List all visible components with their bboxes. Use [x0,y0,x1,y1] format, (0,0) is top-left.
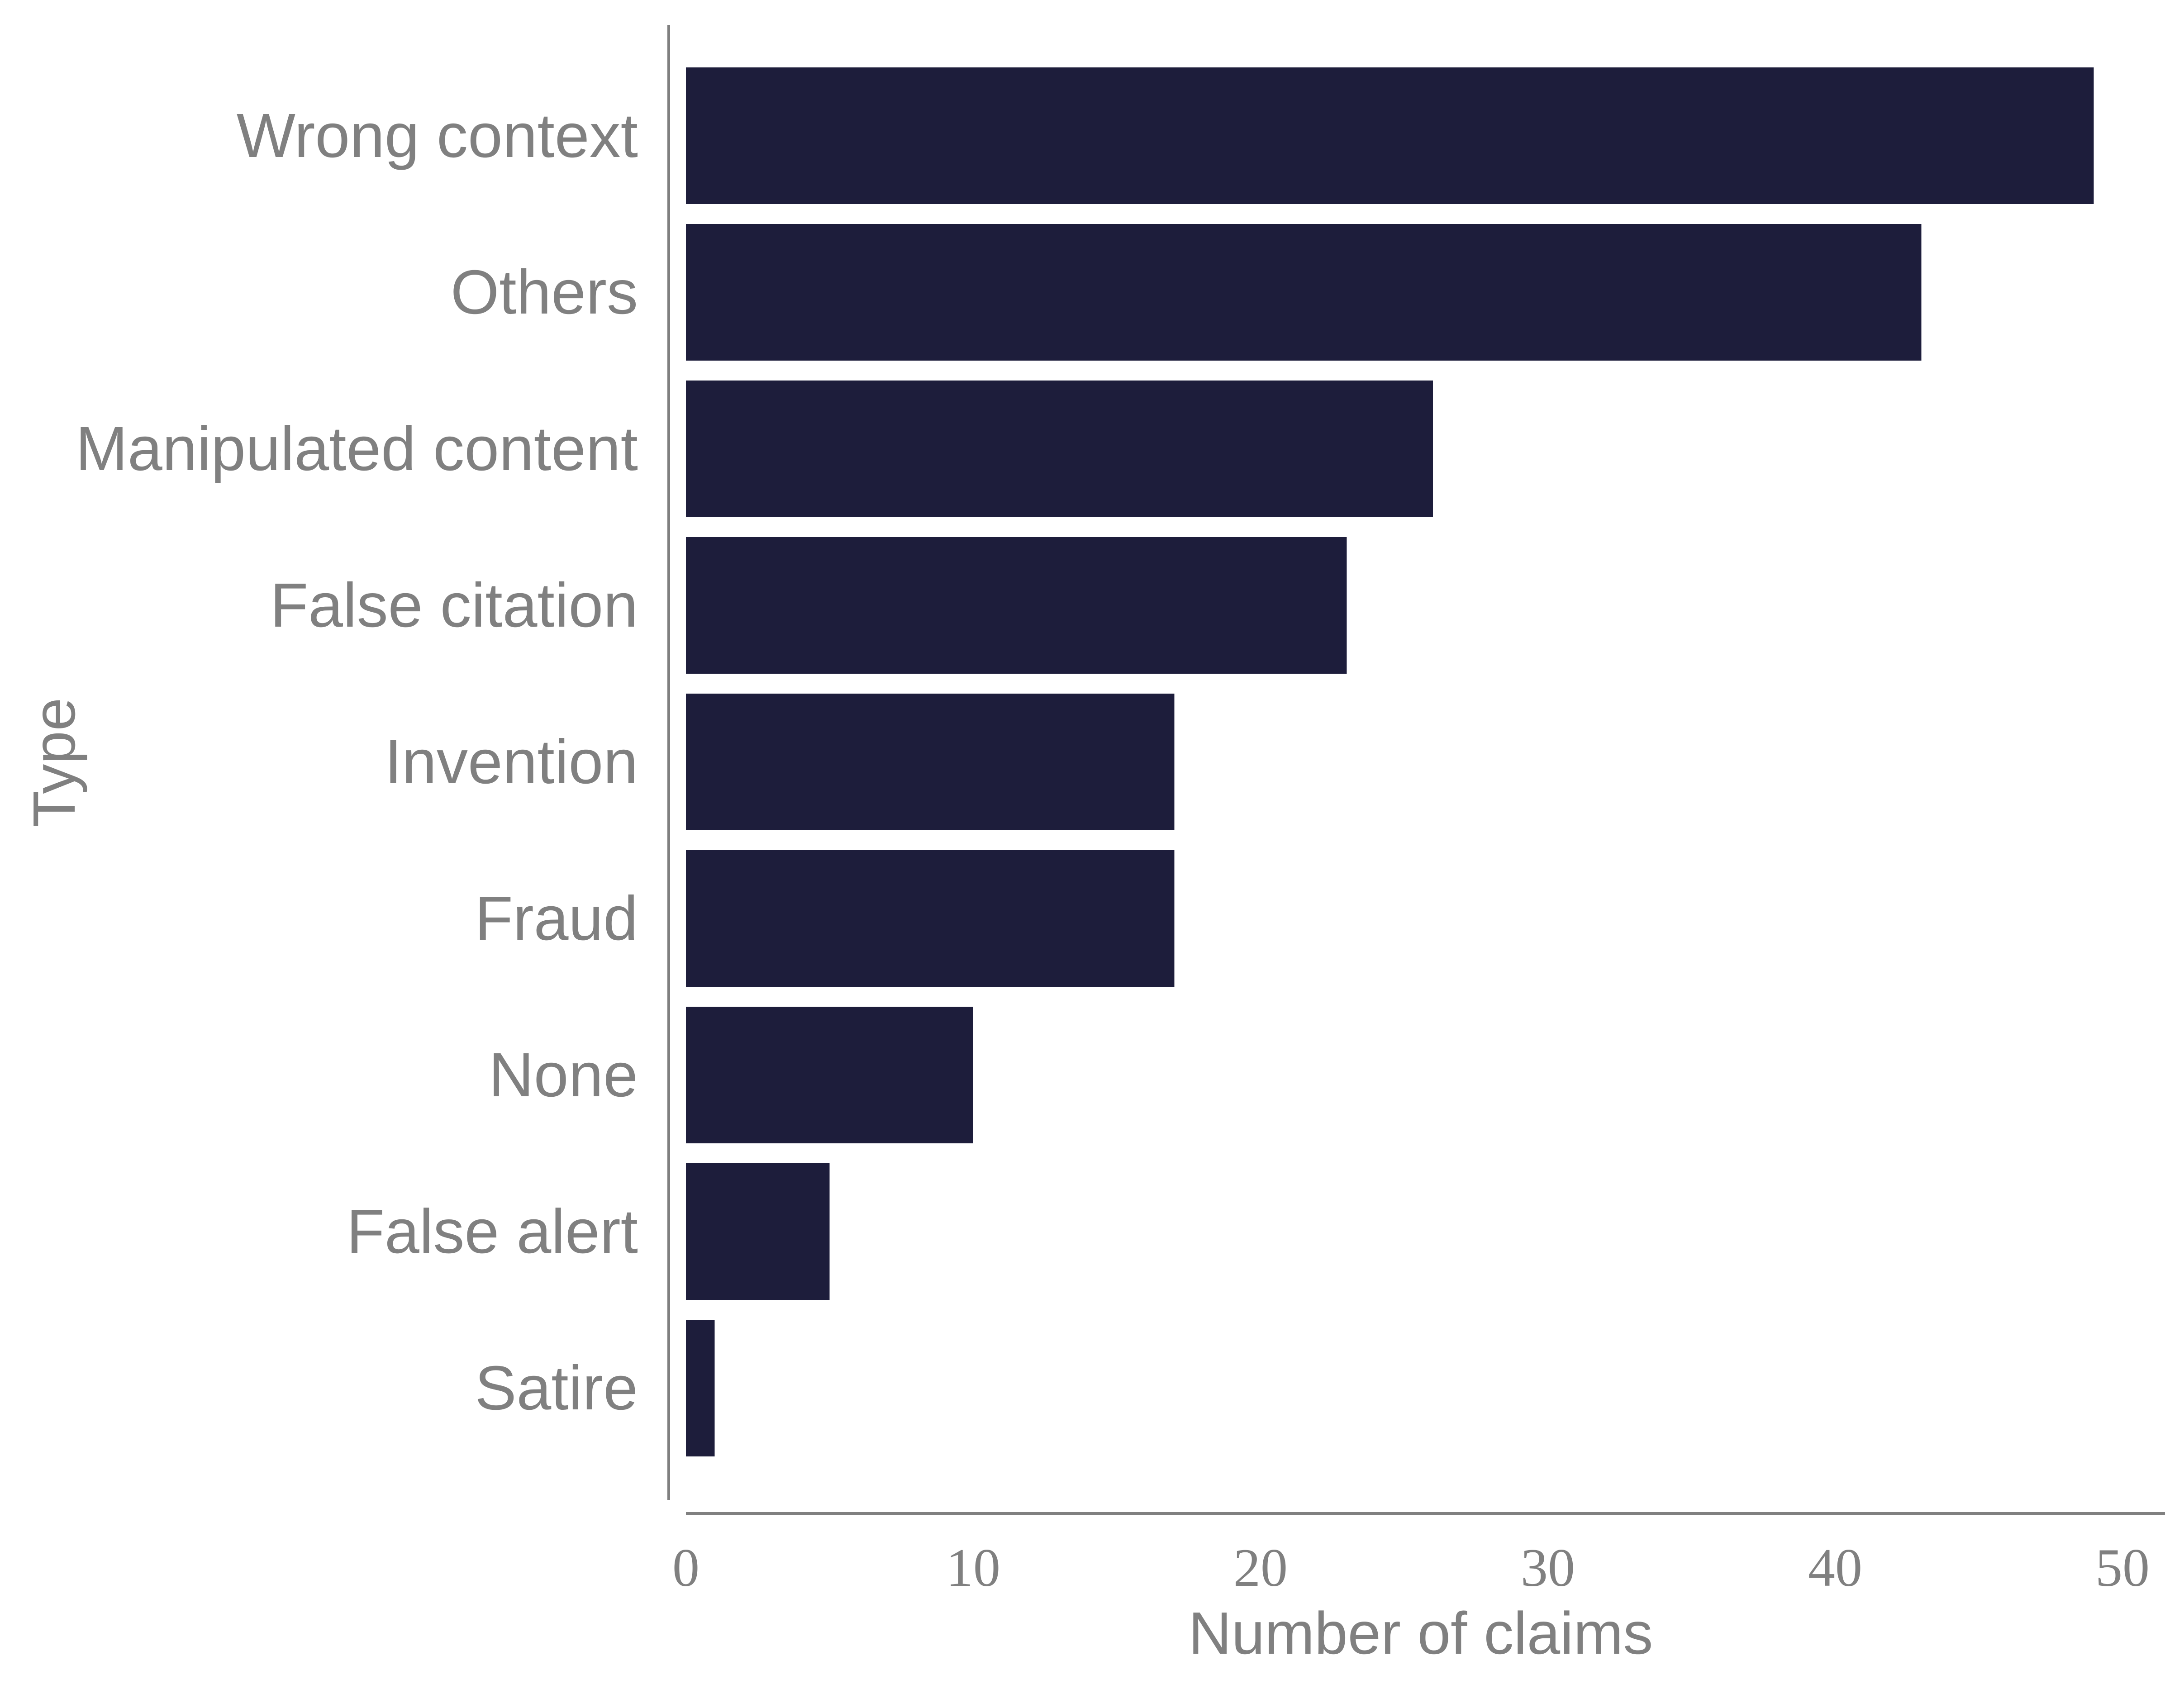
category-label: Invention [385,727,638,797]
category-labels: Wrong context Others Manipulated content Fa… [76,101,638,1423]
category-label: False citation [270,571,638,640]
category-label: Satire [475,1353,638,1423]
bar-fraud [686,850,1175,987]
x-tick-label: 20 [1233,1537,1288,1598]
category-label: Manipulated content [76,414,638,484]
x-tick-label: 40 [1808,1537,1862,1598]
bar-satire [686,1320,715,1456]
bar-wrong-context [686,67,2094,204]
category-label: False alert [347,1197,638,1266]
category-label: None [489,1040,638,1110]
category-label: Fraud [475,884,638,953]
x-tick-label: 30 [1521,1537,1575,1598]
bar-manipulated-content [686,381,1433,517]
bar-none [686,1007,973,1143]
y-axis-title: Type [21,698,87,827]
x-tick-label: 50 [2095,1537,2150,1598]
x-tick-labels: 0 10 20 30 40 50 [672,1537,2150,1598]
category-label: Wrong context [237,101,638,171]
category-label: Others [451,257,638,327]
bar-invention [686,694,1175,830]
bar-false-citation [686,537,1347,674]
bar-others [686,224,1922,361]
x-tick-label: 0 [672,1537,699,1598]
x-axis-title: Number of claims [1189,1600,1653,1666]
bars-layer [686,67,2094,1456]
bar-false-alert [686,1163,830,1300]
x-tick-label: 10 [946,1537,1000,1598]
